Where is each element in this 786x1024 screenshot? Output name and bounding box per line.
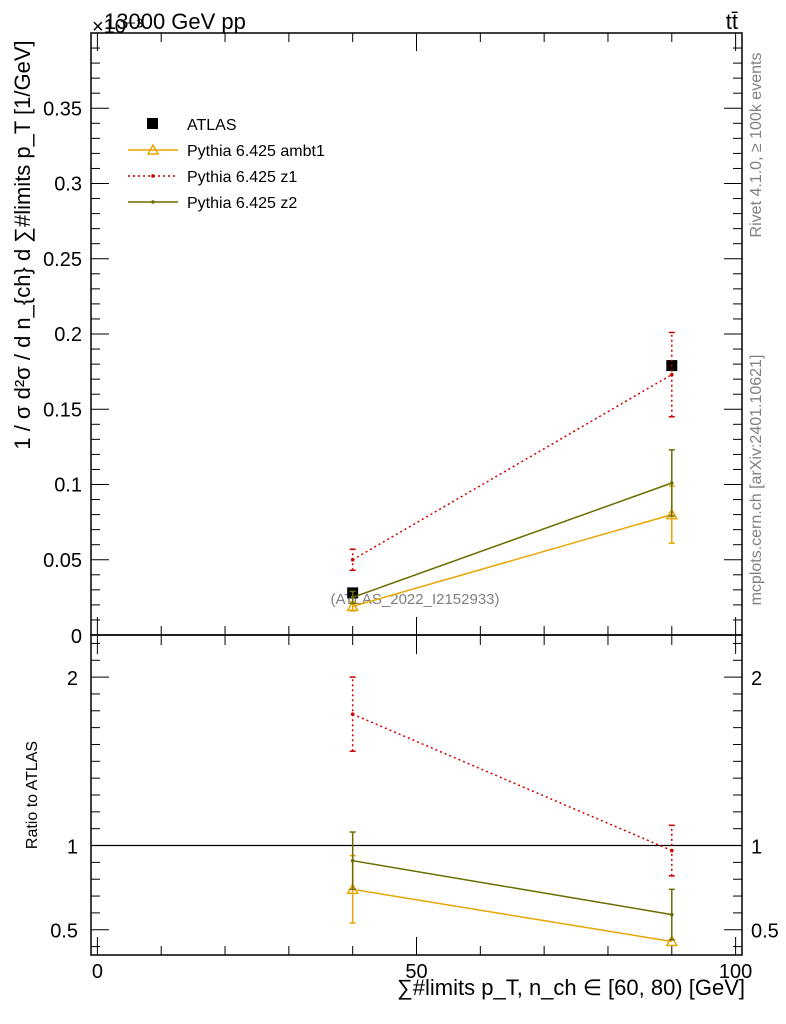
ratio-plot-frame xyxy=(90,634,743,956)
x-ticks: 0 50 100 xyxy=(92,33,752,983)
data-point-pythia-6-425-z2 xyxy=(350,595,355,600)
legend-label-pythia-6-425-ambt1: Pythia 6.425 ambt1 xyxy=(187,143,325,160)
analysis-watermark: (ATLAS_2022_I2152933) xyxy=(330,591,499,608)
data-point-pythia-6-425-z1 xyxy=(669,848,674,853)
data-point-pythia-6-425-z1 xyxy=(669,372,674,377)
ratio-y-tick-label: 0.5 xyxy=(50,921,78,943)
data-point-pythia-6-425-ambt1 xyxy=(665,934,679,947)
data-point-pythia-6-425-ambt1 xyxy=(346,599,359,612)
data-point-pythia-6-425-z1 xyxy=(350,712,355,716)
main-series xyxy=(346,331,679,612)
rivet-label: Rivet 4.1.0, ≥ 100k events xyxy=(748,53,765,238)
main-y-tick-label: 0.05 xyxy=(43,550,82,572)
ratio-series xyxy=(346,676,679,947)
legend-label-pythia-6-425-z1: Pythia 6.425 z1 xyxy=(187,169,297,186)
legend-marker-atlas xyxy=(147,118,158,129)
legend-marker-pythia-6-425-ambt1 xyxy=(146,143,160,155)
data-point-pythia-6-425-z2 xyxy=(350,858,355,863)
series-line-pythia-6-425-z1 xyxy=(352,373,673,561)
series-line-pythia-6-425-ambt1 xyxy=(352,513,673,608)
main-y-tick-label: 0.35 xyxy=(43,98,82,120)
series-line-pythia-6-425-z2 xyxy=(352,859,672,916)
main-y-axis-title: 1 / σ d²σ / d n_{ch} d ∑#limits p_T [1/G… xyxy=(10,40,35,449)
legend-marker-pythia-6-425-z1 xyxy=(151,174,155,178)
data-point-pythia-6-425-ambt1 xyxy=(665,508,679,520)
ratio-y-axis-title: Ratio to ATLAS xyxy=(24,741,41,849)
main-y-ticks: 0.05 0.1 0.15 0.2 0.25 0.3 0.35 0 xyxy=(43,32,742,648)
series-line-pythia-6-425-ambt1 xyxy=(352,888,672,943)
x-axis-title: ∑#limits p_T, n_ch ∈ [60, 80) [GeV] xyxy=(397,975,745,1000)
main-y-zero-label: 0 xyxy=(71,626,82,648)
process-label: tt̄ xyxy=(726,9,738,34)
ratio-y-ticks: 0.5 0.5 1 1 2 2 xyxy=(50,642,779,948)
series-line-pythia-6-425-z2 xyxy=(352,482,673,599)
data-point-pythia-6-425-z2 xyxy=(669,481,674,485)
ratio-y-tick-label: 2 xyxy=(67,668,78,690)
ratio-y-tick-label-right: 2 xyxy=(751,668,762,690)
data-point-pythia-6-425-z2 xyxy=(669,912,674,917)
x-tick-label: 50 xyxy=(405,961,427,983)
ratio-y-tick-label-right: 1 xyxy=(751,837,762,859)
legend-label-atlas: ATLAS xyxy=(187,117,237,134)
ratio-y-tick-label: 1 xyxy=(67,837,78,859)
data-point-pythia-6-425-z1 xyxy=(350,557,355,562)
legend-label-pythia-6-425-z2: Pythia 6.425 z2 xyxy=(187,195,297,212)
main-y-tick-label: 0.2 xyxy=(54,324,82,346)
legend-marker-pythia-6-425-z2 xyxy=(151,200,155,204)
main-y-tick-label: 0.25 xyxy=(43,249,82,271)
energy-label: 13000 GeV pp xyxy=(104,9,246,34)
mcplots-label: mcplots.cern.ch [arXiv:2401.10621] xyxy=(748,355,765,606)
x-tick-label: 100 xyxy=(719,961,752,983)
legend: ATLAS Pythia 6.425 ambt1 Pythia 6.425 z1 Py… xyxy=(128,117,325,212)
ratio-y-tick-label-right: 0.5 xyxy=(751,921,779,943)
main-y-tick-label: 0.1 xyxy=(54,475,82,497)
main-y-tick-label: 0.15 xyxy=(43,399,82,421)
series-line-pythia-6-425-z1 xyxy=(352,713,673,852)
x-tick-label: 0 xyxy=(92,961,103,983)
main-y-tick-label: 0.3 xyxy=(54,174,82,196)
